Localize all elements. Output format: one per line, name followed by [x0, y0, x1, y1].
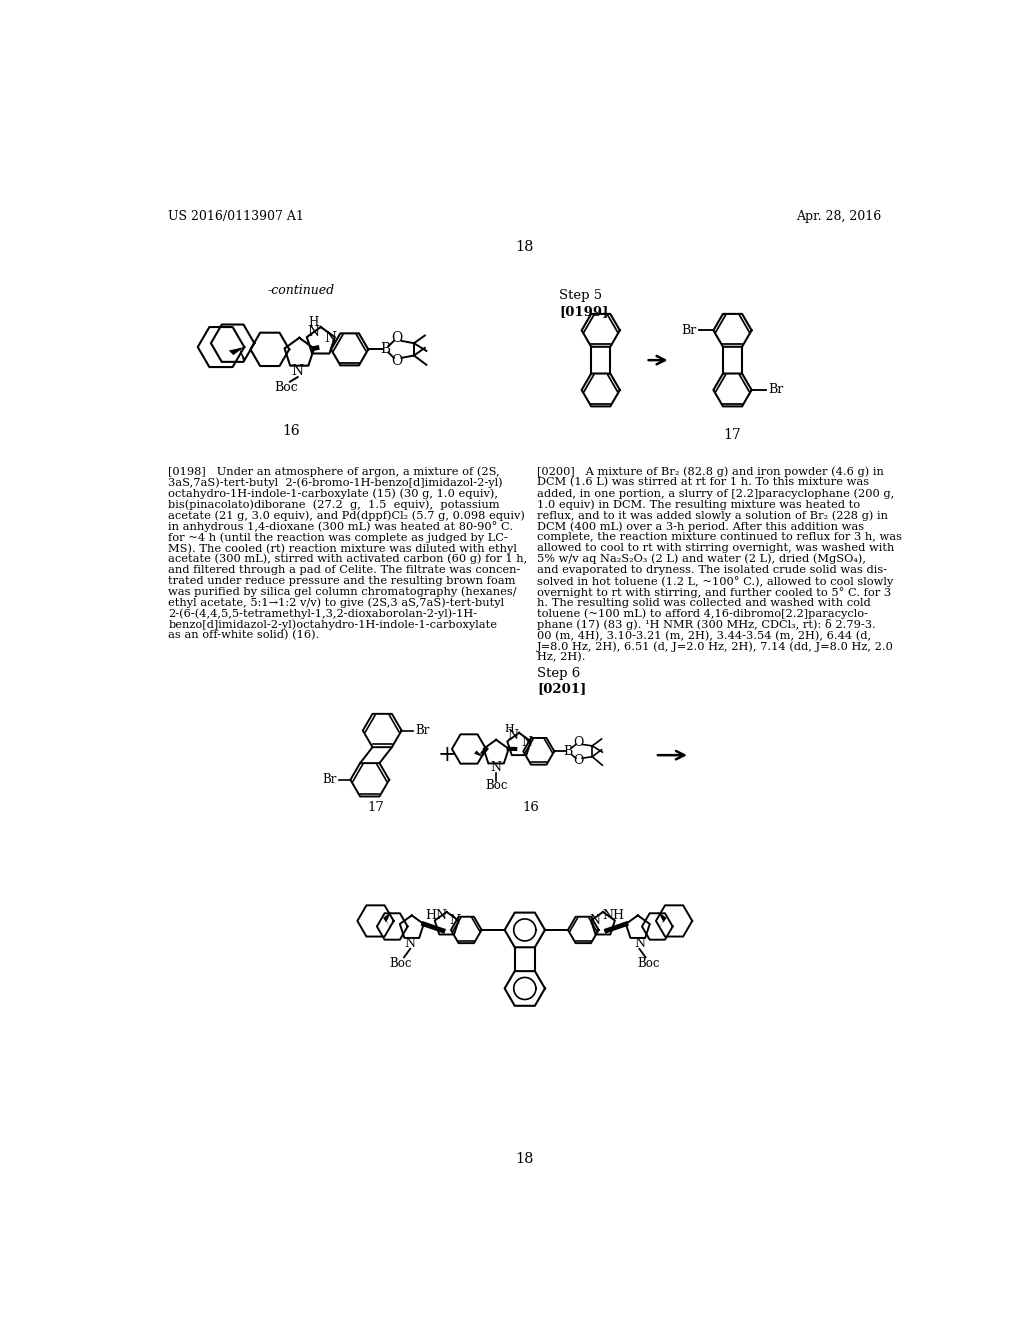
Text: ethyl acetate, 5:1→1:2 v/v) to give (2S,3 aS,7aS)-tert-butyl: ethyl acetate, 5:1→1:2 v/v) to give (2S,… [168, 598, 505, 609]
Text: Apr. 28, 2016: Apr. 28, 2016 [796, 210, 882, 223]
Text: phane (17) (83 g). ¹H NMR (300 MHz, CDCl₃, rt): δ 2.79-3.: phane (17) (83 g). ¹H NMR (300 MHz, CDCl… [538, 619, 876, 631]
Text: O: O [573, 754, 584, 767]
Text: overnight to rt with stirring, and further cooled to 5° C. for 3: overnight to rt with stirring, and furth… [538, 586, 891, 598]
Text: 17: 17 [724, 428, 741, 442]
Polygon shape [658, 912, 667, 923]
Text: N: N [307, 325, 319, 339]
Text: 3aS,7aS)-tert-butyl  2-(6-bromo-1H-benzo[d]imidazol-2-yl): 3aS,7aS)-tert-butyl 2-(6-bromo-1H-benzo[… [168, 478, 503, 488]
Polygon shape [658, 917, 665, 929]
Text: acetate (300 mL), stirred with activated carbon (60 g) for 1 h,: acetate (300 mL), stirred with activated… [168, 554, 527, 565]
Text: 18: 18 [515, 1151, 535, 1166]
Text: and filtered through a pad of Celite. The filtrate was concen-: and filtered through a pad of Celite. Th… [168, 565, 520, 574]
Text: MS). The cooled (rt) reaction mixture was diluted with ethyl: MS). The cooled (rt) reaction mixture wa… [168, 543, 517, 553]
Text: bis(pinacolato)diborane  (27.2  g,  1.5  equiv),  potassium: bis(pinacolato)diborane (27.2 g, 1.5 equ… [168, 499, 500, 510]
Text: Boc: Boc [485, 779, 507, 792]
Text: 1.0 equiv) in DCM. The resulting mixture was heated to: 1.0 equiv) in DCM. The resulting mixture… [538, 499, 860, 510]
Text: +: + [438, 744, 457, 766]
Text: N: N [292, 364, 304, 378]
Text: N: N [590, 913, 601, 927]
Text: h. The resulting solid was collected and washed with cold: h. The resulting solid was collected and… [538, 598, 871, 607]
Text: Boc: Boc [390, 957, 413, 970]
Text: N: N [490, 760, 502, 774]
Text: [0201]: [0201] [538, 682, 587, 696]
Text: Step 5: Step 5 [559, 289, 602, 302]
Text: allowed to cool to rt with stirring overnight, was washed with: allowed to cool to rt with stirring over… [538, 543, 895, 553]
Text: N: N [324, 331, 336, 345]
Polygon shape [239, 347, 245, 362]
Text: 18: 18 [515, 240, 535, 253]
Text: and evaporated to dryness. The isolated crude solid was dis-: and evaporated to dryness. The isolated … [538, 565, 888, 574]
Text: DCM (400 mL) over a 3-h period. After this addition was: DCM (400 mL) over a 3-h period. After th… [538, 521, 864, 532]
Text: N: N [404, 937, 416, 950]
Text: trated under reduce pressure and the resulting brown foam: trated under reduce pressure and the res… [168, 576, 516, 586]
Text: O: O [391, 354, 402, 368]
Text: N: N [449, 913, 460, 927]
Text: NH: NH [603, 909, 625, 923]
Text: reflux, and to it was added slowly a solution of Br₂ (228 g) in: reflux, and to it was added slowly a sol… [538, 510, 888, 520]
Text: O: O [573, 735, 584, 748]
Text: DCM (1.6 L) was stirred at rt for 1 h. To this mixture was: DCM (1.6 L) was stirred at rt for 1 h. T… [538, 478, 869, 487]
Text: HN: HN [425, 909, 446, 923]
Text: N: N [521, 735, 532, 748]
Text: -continued: -continued [267, 284, 335, 297]
Text: for ~4 h (until the reaction was complete as judged by LC-: for ~4 h (until the reaction was complet… [168, 532, 508, 543]
Text: N: N [634, 937, 645, 950]
Text: H: H [505, 723, 515, 734]
Text: added, in one portion, a slurry of [2.2]paracyclophane (200 g,: added, in one portion, a slurry of [2.2]… [538, 488, 894, 499]
Text: [0199]: [0199] [559, 305, 608, 318]
Polygon shape [383, 912, 391, 923]
Text: solved in hot toluene (1.2 L, ~100° C.), allowed to cool slowly: solved in hot toluene (1.2 L, ~100° C.),… [538, 576, 894, 586]
Text: [0200]   A mixture of Br₂ (82.8 g) and iron powder (4.6 g) in: [0200] A mixture of Br₂ (82.8 g) and iro… [538, 466, 884, 477]
Text: 16: 16 [282, 424, 300, 438]
Polygon shape [244, 343, 254, 362]
Text: toluene (~100 mL) to afford 4,16-dibromo[2.2]paracyclo-: toluene (~100 mL) to afford 4,16-dibromo… [538, 609, 868, 619]
Text: acetate (21 g, 3.0 equiv), and Pd(dppf)Cl₂ (5.7 g, 0.098 equiv): acetate (21 g, 3.0 equiv), and Pd(dppf)C… [168, 510, 525, 520]
Text: 00 (m, 4H), 3.10-3.21 (m, 2H), 3.44-3.54 (m, 2H), 6.44 (d,: 00 (m, 4H), 3.10-3.21 (m, 2H), 3.44-3.54… [538, 631, 871, 640]
Text: US 2016/0113907 A1: US 2016/0113907 A1 [168, 210, 304, 223]
Text: Step 6: Step 6 [538, 667, 581, 680]
Text: was purified by silica gel column chromatography (hexanes/: was purified by silica gel column chroma… [168, 586, 517, 597]
Polygon shape [474, 751, 483, 758]
Text: B: B [380, 342, 390, 356]
Text: octahydro-1H-indole-1-carboxylate (15) (30 g, 1.0 equiv),: octahydro-1H-indole-1-carboxylate (15) (… [168, 488, 499, 499]
Text: benzo[d]imidazol-2-yl)octahydro-1H-indole-1-carboxylate: benzo[d]imidazol-2-yl)octahydro-1H-indol… [168, 619, 498, 630]
Text: O: O [391, 331, 402, 345]
Text: Br: Br [769, 383, 784, 396]
Text: [0198]   Under an atmosphere of argon, a mixture of (2S,: [0198] Under an atmosphere of argon, a m… [168, 466, 500, 477]
Text: N: N [507, 730, 518, 742]
Text: B: B [563, 744, 572, 758]
Polygon shape [228, 347, 245, 355]
Text: J=8.0 Hz, 2H), 6.51 (d, J=2.0 Hz, 2H), 7.14 (dd, J=8.0 Hz, 2.0: J=8.0 Hz, 2H), 6.51 (d, J=2.0 Hz, 2H), 7… [538, 642, 894, 652]
Text: 2-(6-(4,4,5,5-tetramethyl-1,3,2-dioxaborolan-2-yl)-1H-: 2-(6-(4,4,5,5-tetramethyl-1,3,2-dioxabor… [168, 609, 477, 619]
Text: complete, the reaction mixture continued to reflux for 3 h, was: complete, the reaction mixture continued… [538, 532, 902, 543]
Text: Br: Br [323, 774, 337, 787]
Text: Br: Br [416, 723, 430, 737]
Polygon shape [385, 917, 391, 929]
Text: Boc: Boc [637, 957, 659, 970]
Text: Hz, 2H).: Hz, 2H). [538, 652, 586, 663]
Text: as an off-white solid) (16).: as an off-white solid) (16). [168, 631, 319, 640]
Text: Br: Br [681, 323, 696, 337]
Text: 17: 17 [368, 801, 384, 814]
Text: Boc: Boc [274, 381, 298, 395]
Text: 5% w/v aq Na₂S₂O₃ (2 L) and water (2 L), dried (MgSO₄),: 5% w/v aq Na₂S₂O₃ (2 L) and water (2 L),… [538, 554, 866, 565]
Text: H: H [308, 317, 318, 330]
Text: 16: 16 [522, 801, 540, 814]
Text: in anhydrous 1,4-dioxane (300 mL) was heated at 80-90° C.: in anhydrous 1,4-dioxane (300 mL) was he… [168, 521, 513, 532]
